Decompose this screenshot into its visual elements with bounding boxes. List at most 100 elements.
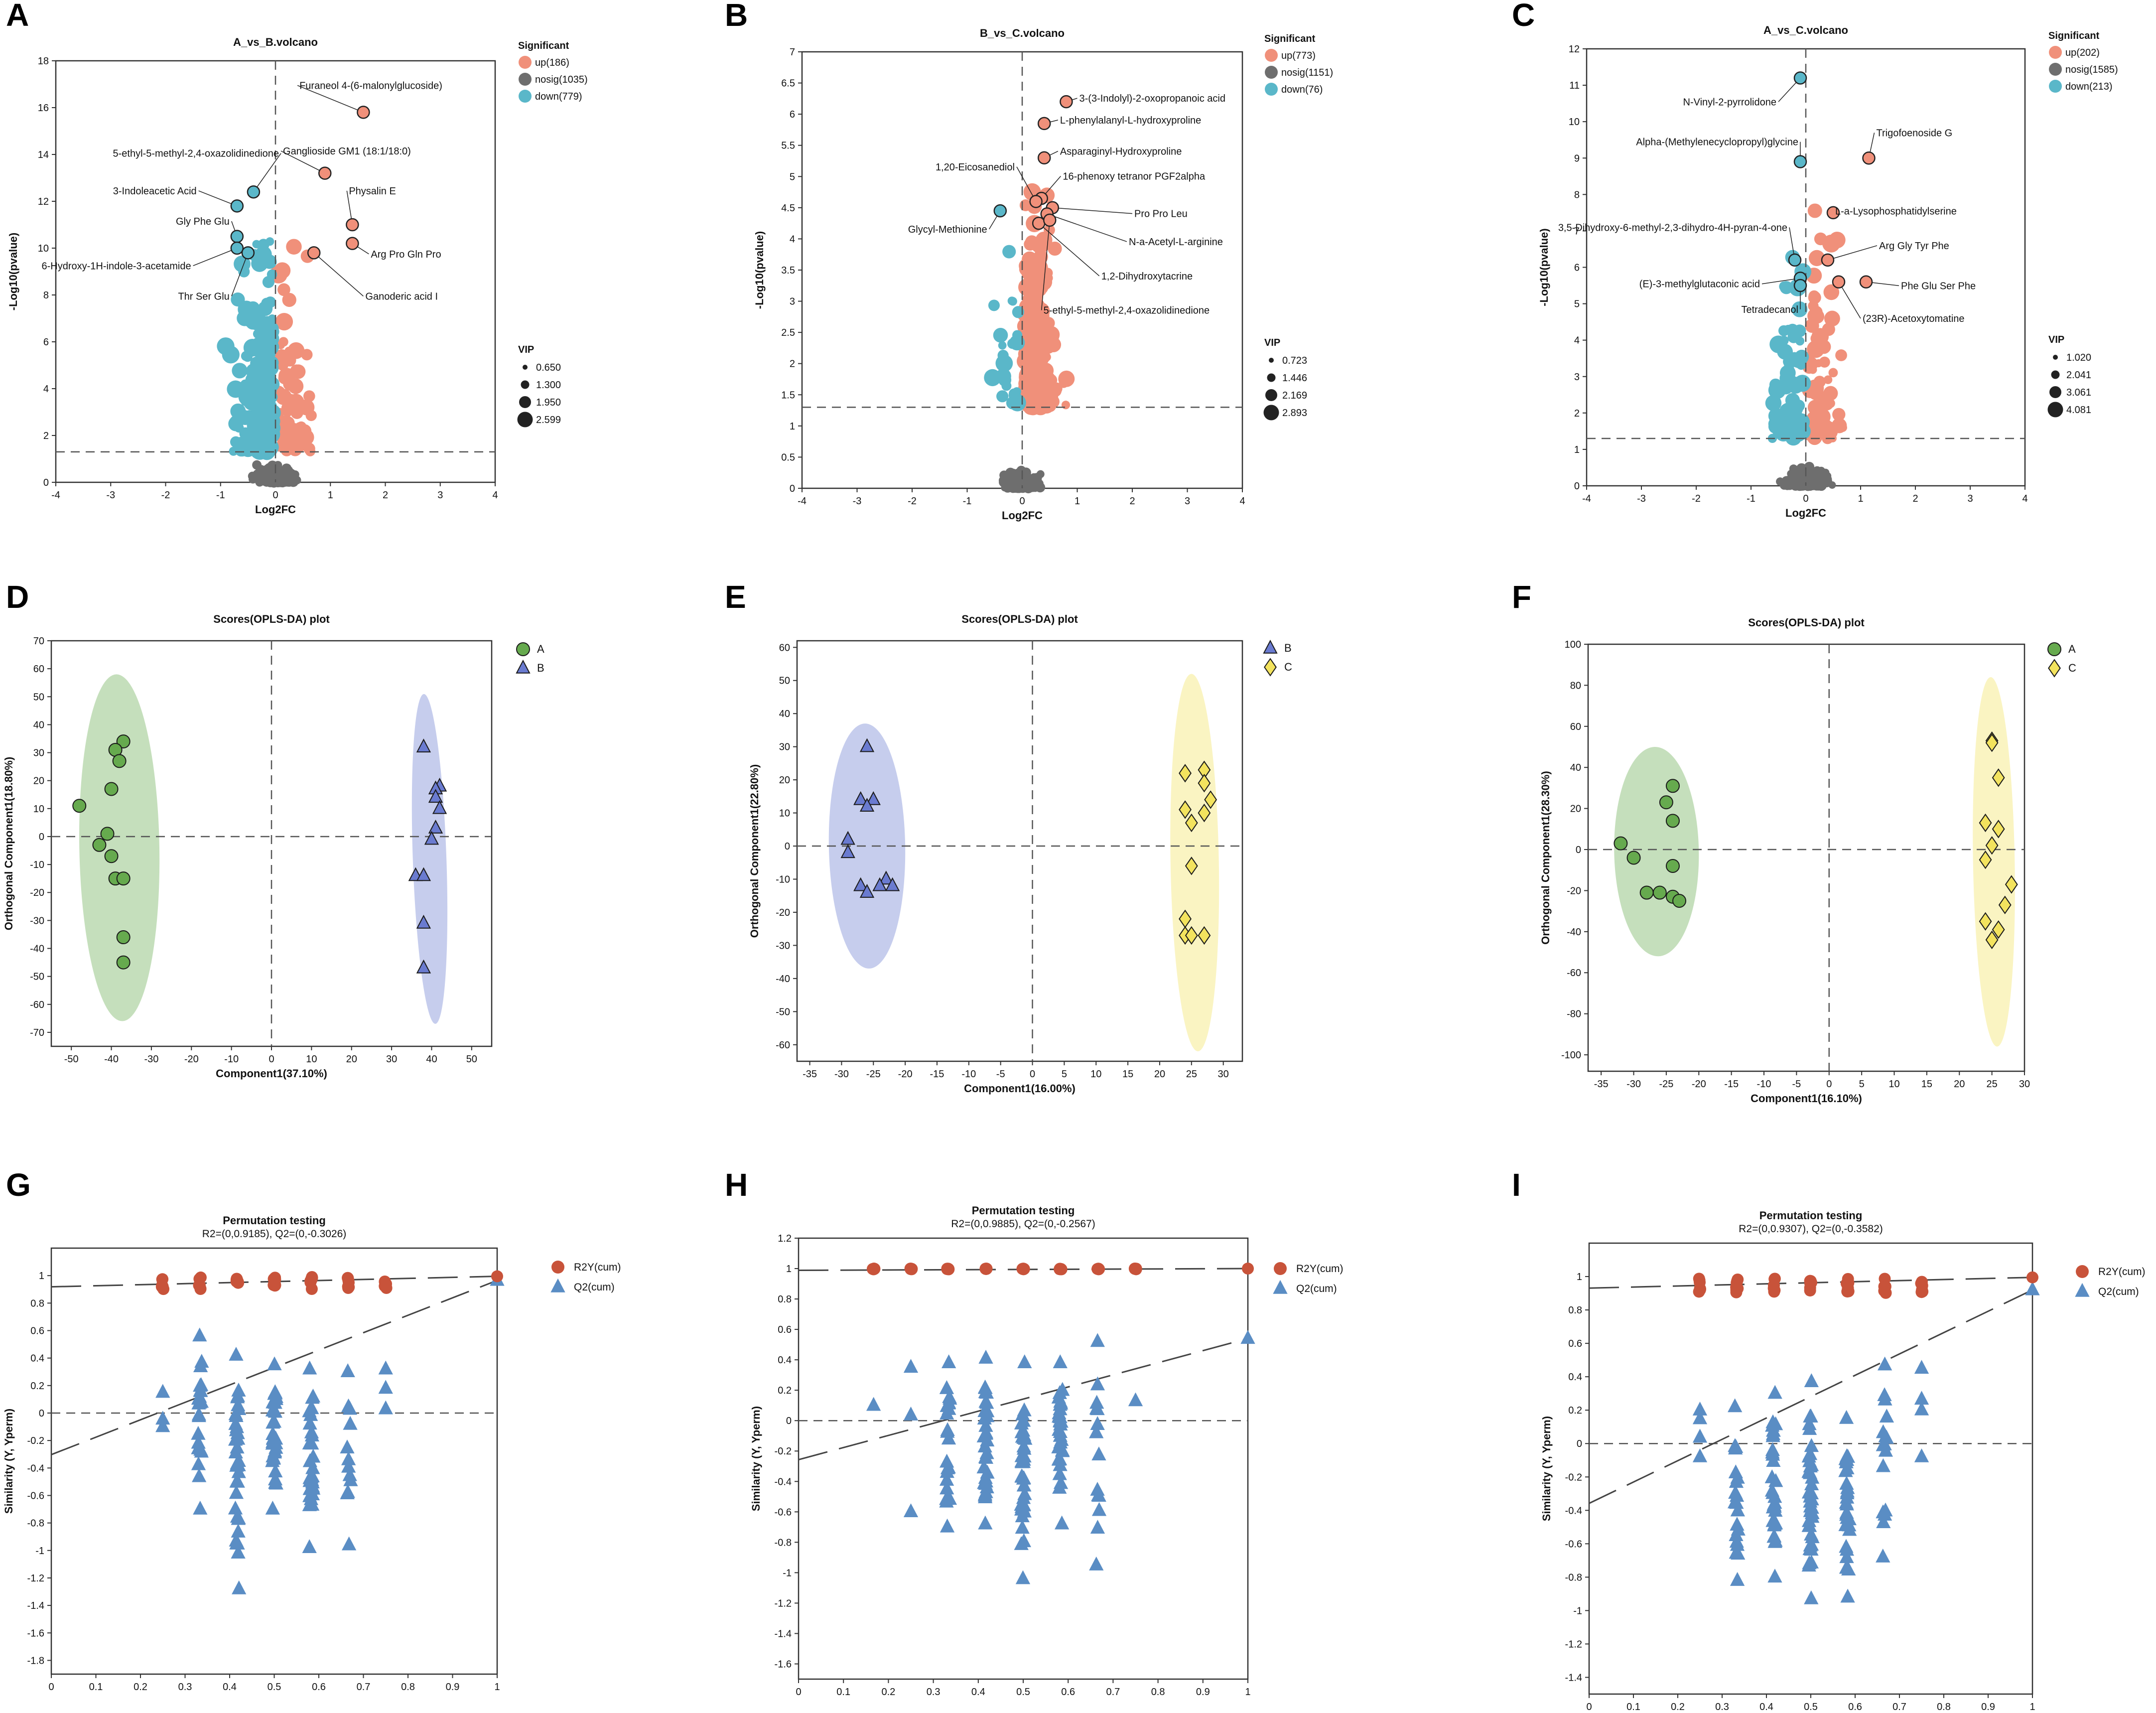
vip-legend-label: 2.599 <box>536 415 561 426</box>
q2-point <box>155 1418 170 1432</box>
down-point <box>239 427 252 440</box>
y-tick-label: 3 <box>1574 372 1580 383</box>
x-tick-label: 0.3 <box>927 1687 941 1698</box>
down-point <box>235 443 248 457</box>
x-tick-label: 20 <box>346 1054 357 1065</box>
label-leader-line <box>280 150 325 174</box>
q2-point <box>1802 1465 1818 1479</box>
y-tick-label: 60 <box>33 664 44 675</box>
confidence-ellipse <box>411 694 448 1024</box>
panel-letter: B <box>725 0 748 33</box>
y-tick-label: -1 <box>35 1546 44 1557</box>
q2-regression-line <box>51 1280 498 1455</box>
up-point <box>1814 232 1827 246</box>
vip-legend-label: 1.020 <box>2066 352 2091 363</box>
q2-point <box>230 1473 245 1488</box>
q2-point <box>1804 1590 1819 1604</box>
q2-point <box>1876 1458 1891 1472</box>
y-tick-label: 30 <box>779 742 790 753</box>
y-tick-label: 14 <box>38 149 49 160</box>
y-tick-label: -20 <box>1567 885 1581 896</box>
r2-points <box>155 1270 503 1295</box>
q2-point <box>980 1432 995 1446</box>
y-tick-label: 12 <box>1569 44 1580 55</box>
x-tick-label: -15 <box>930 1069 944 1080</box>
y-tick-label: -50 <box>30 972 44 983</box>
q2-point <box>1730 1571 1745 1586</box>
sample-point-b <box>416 914 431 929</box>
x-tick-label: 50 <box>466 1054 477 1065</box>
sample-point-c <box>1992 820 2005 839</box>
q2-original-point <box>2025 1281 2040 1295</box>
metabolite-label: Trigofoenoside G <box>1877 128 1953 139</box>
x-tick-label: -2 <box>1692 493 1701 504</box>
down-point <box>1769 378 1782 391</box>
down-point <box>252 404 269 421</box>
y-tick-label: 16 <box>38 103 49 114</box>
up-point <box>1807 203 1822 218</box>
legend: R2Y(cum) Q2(cum) <box>2075 1265 2146 1297</box>
y-axis-label: -Log10(pvalue) <box>753 231 766 309</box>
x-tick-label: 10 <box>306 1054 317 1065</box>
q2-point <box>378 1380 393 1394</box>
up-point <box>1050 382 1063 395</box>
nosig-point <box>1799 476 1807 484</box>
y-tick-label: -40 <box>776 974 790 985</box>
q2-point <box>1090 1376 1105 1391</box>
sample-point-a <box>72 799 87 813</box>
x-tick-label: -1 <box>1747 493 1755 504</box>
q2-point <box>1014 1536 1029 1550</box>
q2-point <box>1804 1373 1819 1387</box>
y-tick-label: 11 <box>1569 80 1580 91</box>
x-tick-label: 0.5 <box>1804 1702 1818 1713</box>
confidence-ellipses <box>828 674 1219 1052</box>
q2-point <box>229 1419 245 1433</box>
panel-a: AA_vs_B.volcano-4 -3 -2 -1 0 1 2 3 4024681012141… <box>6 0 588 516</box>
y-axis-label: -Log10(pvalue) <box>1538 228 1550 306</box>
y-tick-label: 7 <box>790 47 795 58</box>
q2-point <box>193 1500 208 1515</box>
legend-title: Significant <box>2048 30 2100 41</box>
q2-point <box>228 1500 243 1515</box>
down-point <box>993 327 1008 343</box>
down-point <box>1009 335 1025 351</box>
y-tick-label: 4 <box>1574 335 1580 346</box>
y-tick-label: 0.6 <box>1568 1338 1582 1349</box>
up-point <box>1047 330 1057 340</box>
y-tick-label: 0 <box>39 1408 44 1419</box>
q2-point <box>155 1384 170 1398</box>
up-point <box>1022 251 1038 268</box>
q2-point <box>267 1356 282 1371</box>
nosig-point <box>1017 478 1028 488</box>
label-leader-line <box>313 252 364 296</box>
y-tick-label: -1 <box>783 1568 792 1578</box>
label-leader-line <box>198 190 238 207</box>
x-axis-label: Component1(37.10%) <box>216 1067 327 1080</box>
chart-subtitle: R2=(0,0.9185), Q2=(0,-0.3026) <box>202 1228 347 1240</box>
nosig-point <box>1823 477 1831 485</box>
q2-point <box>265 1500 280 1515</box>
q2-point <box>1876 1549 1890 1563</box>
q2-point <box>1090 1520 1105 1534</box>
legend-label: A <box>2068 643 2076 655</box>
q2-point <box>193 1382 208 1397</box>
vip-legend-label: 1.300 <box>536 380 561 391</box>
q2-point <box>1840 1483 1855 1498</box>
panel-letter: A <box>6 0 29 33</box>
r2-point <box>1916 1284 1928 1296</box>
q2-point <box>340 1363 355 1377</box>
vip-size-swatch <box>2049 386 2061 398</box>
chart-title: Permutation testing <box>972 1204 1075 1217</box>
legend-label: Q2(cum) <box>1296 1283 1337 1294</box>
legend-swatch <box>516 659 531 674</box>
y-tick-label: -0.4 <box>27 1463 44 1474</box>
legend-label: up(186) <box>535 57 569 68</box>
up-point <box>1808 412 1824 428</box>
up-point <box>1826 399 1835 408</box>
r2-point <box>379 1280 391 1292</box>
q2-point <box>1767 1569 1782 1583</box>
labeled-points: N-Vinyl-2-pyrrolidone Alpha-(Methylenecyc… <box>1558 71 1976 324</box>
sample-point-c <box>1179 800 1192 819</box>
